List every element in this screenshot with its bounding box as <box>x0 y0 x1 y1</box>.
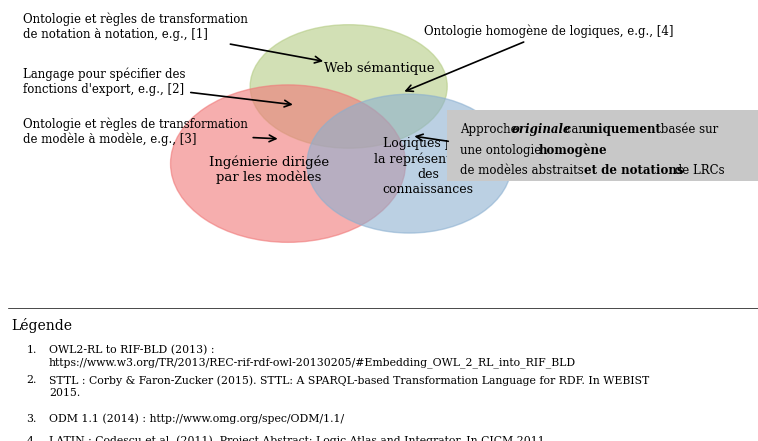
Ellipse shape <box>250 25 447 148</box>
Text: de modèles abstraits: de modèles abstraits <box>460 164 587 176</box>
Text: originale: originale <box>512 123 571 136</box>
Text: et de notations: et de notations <box>584 164 683 176</box>
Text: Logiques pour
la représentation
des
connaissances: Logiques pour la représentation des conn… <box>374 138 483 196</box>
Text: Approche: Approche <box>460 123 522 136</box>
Ellipse shape <box>171 85 406 243</box>
FancyBboxPatch shape <box>447 109 758 181</box>
Ellipse shape <box>307 94 512 233</box>
Text: Légende: Légende <box>11 318 72 333</box>
Text: car: car <box>561 123 587 136</box>
Text: OWL2-RL to RIF-BLD (2013) :
https://www.w3.org/TR/2013/REC-rif-rdf-owl-20130205/: OWL2-RL to RIF-BLD (2013) : https://www.… <box>49 345 576 368</box>
Text: 2.: 2. <box>27 375 36 385</box>
Text: Ontologie et règles de transformation
de notation à notation, e.g., [1]: Ontologie et règles de transformation de… <box>23 12 321 63</box>
Text: 1.: 1. <box>27 345 36 355</box>
Text: Web sémantique: Web sémantique <box>324 61 434 75</box>
Text: basée sur: basée sur <box>657 123 719 136</box>
Text: LATIN : Codescu et al. (2011). Project Abstract: Logic Atlas and Integrator. In : LATIN : Codescu et al. (2011). Project A… <box>49 436 548 441</box>
Text: Langage pour spécifier des
fonctions d'export, e.g., [2]: Langage pour spécifier des fonctions d'e… <box>23 68 291 107</box>
Text: une ontologie: une ontologie <box>460 144 545 157</box>
Text: STTL : Corby & Faron-Zucker (2015). STTL: A SPARQL-based Transformation Language: STTL : Corby & Faron-Zucker (2015). STTL… <box>49 375 649 397</box>
Text: Ingénierie dirigée
par les modèles: Ingénierie dirigée par les modèles <box>209 155 329 184</box>
Text: 4.: 4. <box>27 436 36 441</box>
Text: ODM 1.1 (2014) : http://www.omg.org/spec/ODM/1.1/: ODM 1.1 (2014) : http://www.omg.org/spec… <box>49 414 344 424</box>
Text: Ontologie homogène de logiques, e.g., [4]: Ontologie homogène de logiques, e.g., [4… <box>406 25 674 91</box>
Text: Ontologie et règles de transformation
de modèle à modèle, e.g., [3]: Ontologie et règles de transformation de… <box>23 117 276 146</box>
Text: 3.: 3. <box>27 414 36 424</box>
Text: uniquement: uniquement <box>581 123 661 136</box>
Text: homogène: homogène <box>539 144 608 157</box>
Text: de LRCs: de LRCs <box>671 164 725 176</box>
